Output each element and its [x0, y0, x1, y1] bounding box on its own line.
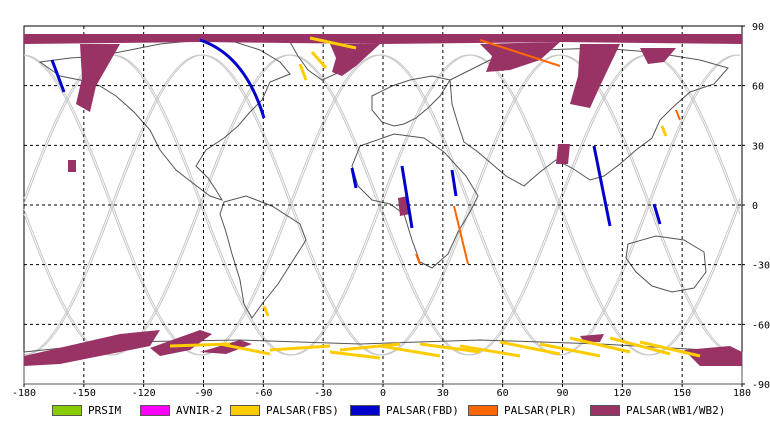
africa-outline	[351, 133, 479, 269]
longitude-tick-label: 120	[613, 388, 631, 399]
wb-swath-antarctic-5	[580, 334, 604, 342]
fbs-swath-ant-13	[329, 350, 381, 360]
fbd-swath-canada-arc	[199, 38, 266, 119]
plr-swaths	[415, 39, 681, 265]
south-america-outline	[219, 195, 307, 319]
wb-swath-antarctic-3	[200, 340, 252, 354]
longitude-tick-label: -90	[194, 388, 212, 399]
fbs-swath-ant-9	[609, 336, 671, 356]
europe-outline	[371, 75, 451, 127]
legend-item: PALSAR(PLR)	[468, 402, 577, 418]
fbd-swaths	[50, 38, 662, 229]
fbs-swath-ant-12	[219, 342, 271, 356]
orbit-track	[23, 54, 741, 356]
fbd-swath-west-africa	[350, 167, 358, 189]
wb-swath-north-atlantic	[330, 44, 380, 76]
latitude-tick-label: -30	[752, 261, 770, 272]
latitude-tick-label: 60	[752, 82, 764, 93]
latitude-tick-label: -90	[752, 380, 770, 391]
fbs-swath-arctic-3	[310, 51, 328, 69]
fbs-swath-arctic-2	[298, 63, 308, 81]
wb-swath-antarctic-1	[24, 330, 160, 366]
longitude-tick-label: 60	[497, 388, 509, 399]
legend-label: AVNIR-2	[176, 403, 223, 417]
australia-outline	[625, 235, 707, 293]
plr-swath-arctic	[479, 39, 561, 67]
fbs-swath-ant-7	[539, 342, 601, 358]
fbd-swath-new-guinea	[652, 203, 662, 225]
latitude-tick-labels: 90 60 30 0 -30 -60 -90	[742, 22, 770, 391]
longitude-tick-label: 180	[733, 388, 751, 399]
wb-swath-alaska	[76, 44, 120, 112]
legend-item: PALSAR(WB1/WB2)	[590, 402, 725, 418]
legend: PRSIM AVNIR-2 PALSAR(FBS) PALSAR(FBD) PALSAR…	[0, 402, 770, 422]
fbs-swath-ant-6	[499, 340, 561, 356]
fbd-swath-alaska	[50, 59, 66, 93]
fbs-swath-ant-1	[269, 344, 331, 352]
legend-label: PRSIM	[88, 403, 122, 417]
longitude-tick-label: 30	[437, 388, 449, 399]
legend-label: PALSAR(FBS)	[266, 403, 339, 417]
plr-swath-japan	[675, 109, 681, 121]
longitude-tick-label: -120	[132, 388, 156, 399]
wb-swath-antarctic-2	[150, 330, 212, 356]
fbs-swaths	[169, 36, 701, 360]
wb-swath-siberia	[570, 44, 620, 108]
coverage-swaths	[24, 34, 742, 366]
legend-label: PALSAR(PLR)	[504, 403, 577, 417]
wb-swath-far-east	[640, 48, 676, 64]
plr-swath-east-africa	[453, 205, 469, 265]
fbs-swath-japan	[660, 125, 668, 137]
legend-item: PALSAR(FBS)	[230, 402, 339, 418]
legend-swatch	[140, 404, 170, 416]
wb-swath-scandinavia	[480, 42, 560, 72]
fbs-swath-arctic-1	[309, 36, 357, 50]
legend-swatch	[230, 404, 260, 416]
fbs-swath-ant-10	[639, 340, 701, 358]
legend-item: AVNIR-2	[140, 402, 222, 418]
latitude-tick-label: 30	[752, 141, 764, 152]
wb-swath-arctic-band	[24, 34, 742, 44]
wb-swath-china	[556, 144, 570, 164]
wb-swath-antarctic-4	[684, 346, 742, 366]
legend-swatch	[350, 404, 380, 416]
orbit-track	[23, 54, 740, 356]
longitude-tick-label: -150	[72, 388, 96, 399]
longitude-tick-label: 150	[673, 388, 691, 399]
legend-label: PALSAR(FBD)	[386, 403, 459, 417]
fbs-swath-ant-4	[419, 342, 481, 354]
legend-item: PRSIM	[52, 402, 121, 418]
legend-swatch	[52, 404, 82, 416]
longitude-tick-label: 90	[556, 388, 568, 399]
fbd-swath-central-africa	[400, 165, 414, 229]
legend-item: PALSAR(FBD)	[350, 402, 459, 418]
fbs-swath-ant-5	[459, 344, 521, 358]
fbs-swath-patagonia	[262, 305, 270, 317]
fbs-swath-ant-8	[569, 336, 631, 354]
longitude-tick-label: 0	[380, 388, 386, 399]
wb-swath-pacific-island	[68, 160, 76, 172]
orbit-track	[23, 54, 741, 356]
latitude-tick-label: 90	[752, 22, 764, 33]
longitude-tick-label: -60	[254, 388, 272, 399]
fbd-swath-southeast-asia	[592, 145, 612, 227]
fbs-swath-ant-2	[339, 342, 401, 352]
latitude-tick-label: 0	[752, 201, 758, 212]
plot-area	[23, 25, 743, 385]
fbs-swath-ant-3	[379, 344, 441, 358]
plr-swath-angola	[415, 253, 421, 265]
longitude-tick-label: -30	[314, 388, 332, 399]
longitude-tick-label: -180	[12, 388, 36, 399]
fbd-swath-sudan	[450, 169, 458, 197]
latitude-tick-label: -60	[752, 320, 770, 331]
legend-swatch	[468, 404, 498, 416]
legend-label: PALSAR(WB1/WB2)	[626, 403, 726, 417]
longitude-tick-labels: -180 -150 -120 -90 -60 -30 0 30 60 90 120 150 180	[12, 384, 751, 399]
legend-swatch	[590, 404, 620, 416]
